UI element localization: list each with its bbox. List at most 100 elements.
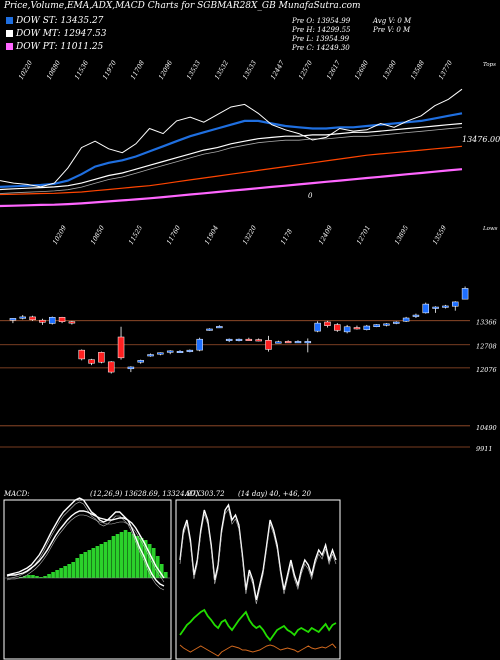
- candle-body: [275, 341, 282, 344]
- candle-body: [235, 338, 243, 341]
- macd-histogram-bar: [127, 532, 132, 578]
- top-label: 12617: [325, 58, 343, 81]
- macd-histogram-bar: [63, 566, 67, 578]
- series-line-ema-mid-band: [0, 127, 463, 194]
- zero-label: 0: [308, 192, 313, 200]
- candle-body: [88, 359, 95, 364]
- price-tick-label: 10490: [476, 424, 497, 432]
- price-tick-label: 12708: [476, 343, 497, 351]
- macd-histogram-bar: [75, 558, 80, 578]
- corner-bottom-label: Lows: [482, 226, 498, 232]
- macd-histogram-bar: [119, 532, 124, 578]
- candle-body: [176, 350, 184, 353]
- candle-body: [402, 317, 410, 322]
- top-label: 13533: [185, 59, 202, 81]
- bottom-label: 11760: [165, 224, 182, 246]
- adx-title: ADX: [185, 490, 201, 498]
- price-tick-label: 13366: [476, 319, 497, 327]
- macd-signal-line: [6, 510, 165, 579]
- candle-body: [9, 318, 17, 321]
- candle-body: [117, 336, 125, 359]
- candle-body: [225, 338, 233, 341]
- top-label: 11970: [101, 59, 118, 81]
- candle-body: [29, 316, 36, 321]
- macd-histogram-bar: [27, 575, 31, 578]
- bottom-label: 11525: [127, 224, 144, 246]
- macd-frame: [3, 499, 172, 660]
- legend-swatch: [6, 17, 13, 24]
- top-label: 13532: [213, 59, 230, 81]
- macd-histogram-bar: [95, 546, 100, 578]
- macd-histogram-bar: [139, 538, 144, 578]
- price-tick-label: 9911: [476, 445, 493, 453]
- candle-body: [48, 317, 56, 324]
- macd-line: [6, 497, 165, 587]
- candle-body: [19, 316, 26, 319]
- macd-histogram-bar: [163, 572, 168, 578]
- adx-minus-di-line: [179, 643, 337, 657]
- candle-body: [432, 306, 439, 309]
- candle-body: [343, 326, 351, 333]
- candle-body: [127, 366, 135, 370]
- info-avg-volume: Avg V: 0 M: [373, 17, 412, 25]
- candle-body: [216, 326, 223, 329]
- info-pre-high: Pre H: 14299.55: [292, 26, 351, 34]
- top-label: 12447: [269, 58, 287, 81]
- bottom-label: 12701: [355, 224, 372, 246]
- top-label: 11536: [73, 59, 90, 81]
- bottom-label: 1178: [279, 228, 294, 246]
- corner-top-label: Tops: [483, 62, 496, 68]
- macd-histogram-bar: [103, 542, 108, 578]
- info-pre-close: Pre C: 14249.30: [292, 44, 350, 52]
- bottom-label: 11904: [203, 224, 220, 246]
- candle-body: [412, 314, 420, 317]
- top-label: 13770: [437, 59, 454, 81]
- top-label: 10220: [17, 59, 34, 81]
- info-pre-low: Pre L: 13954.99: [292, 35, 350, 43]
- macd-histogram-bar: [115, 534, 120, 578]
- candle-body: [461, 288, 469, 300]
- price-value-label: 13476.00: [462, 135, 500, 144]
- info-pre-volume: Pre V: 0 M: [373, 26, 411, 34]
- adx-line-shadow: [179, 508, 337, 605]
- candle-body: [393, 321, 400, 324]
- macd-histogram-bar: [67, 564, 71, 578]
- candle-body: [147, 354, 154, 357]
- legend-dow-mt: DOW MT: 12947.53: [6, 29, 106, 39]
- macd-histogram-bar: [135, 536, 140, 578]
- top-label: 13588: [409, 59, 426, 81]
- candle-body: [353, 327, 361, 330]
- macd-histogram-bar: [79, 554, 84, 578]
- candle-body: [452, 301, 459, 307]
- candle-body: [157, 352, 164, 355]
- legend-swatch: [6, 30, 13, 37]
- adx-frame: [175, 499, 341, 660]
- top-label: 12570: [297, 59, 314, 81]
- macd-histogram-bar: [99, 544, 104, 578]
- candle-body: [294, 341, 302, 344]
- candle-body: [78, 349, 85, 360]
- top-label: 13290: [381, 59, 398, 81]
- candle-body: [265, 340, 272, 350]
- candle-body: [39, 319, 46, 323]
- candle-body: [137, 360, 144, 363]
- bottom-label: 13220: [241, 224, 258, 246]
- macd-title: MACD:: [4, 490, 30, 498]
- macd-histogram-bar: [43, 576, 47, 578]
- top-label: 13533: [241, 59, 258, 81]
- series-line-ema_mid: [0, 122, 463, 191]
- macd-histogram-bar: [155, 556, 160, 578]
- candle-body: [383, 323, 390, 326]
- macd-histogram-bar: [23, 576, 27, 578]
- macd-signal-shadow: [6, 514, 165, 583]
- macd-histogram-bar: [159, 564, 164, 578]
- macd-histogram-bar: [59, 568, 63, 578]
- candle-body: [314, 322, 321, 332]
- legend-swatch: [6, 43, 13, 50]
- legend-dow-pt: DOW PT: 11011.25: [6, 42, 103, 52]
- candle-body: [324, 321, 331, 326]
- macd-histogram-bar: [31, 575, 35, 578]
- macd-histogram-bar: [107, 540, 112, 578]
